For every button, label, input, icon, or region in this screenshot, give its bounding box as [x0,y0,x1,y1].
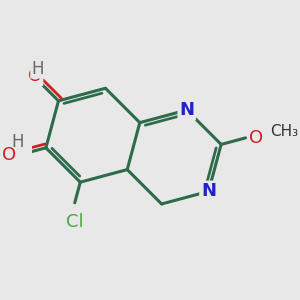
Text: Cl: Cl [66,213,83,231]
Text: CH₃: CH₃ [270,124,298,139]
Text: O: O [249,129,264,147]
Text: N: N [201,182,216,200]
Text: H: H [11,133,24,151]
Text: N: N [179,101,194,119]
Text: H: H [31,60,44,78]
Text: O: O [28,67,42,85]
Text: O: O [2,146,16,164]
